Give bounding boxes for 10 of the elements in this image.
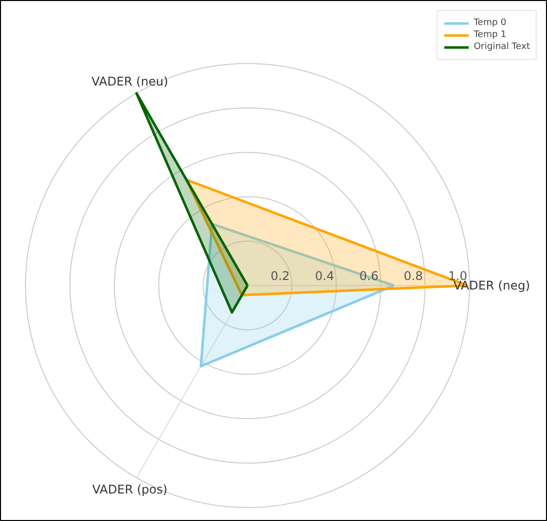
y-tick-label: 0.2 bbox=[270, 268, 290, 283]
legend-label: Temp 1 bbox=[474, 29, 506, 41]
legend-label: Original Text bbox=[474, 41, 530, 53]
spoke-label: VADER (neg) bbox=[453, 278, 530, 292]
legend-label: Temp 0 bbox=[474, 17, 506, 29]
spoke-label: VADER (pos) bbox=[92, 482, 168, 496]
spoke-label: VADER (neu) bbox=[92, 74, 168, 89]
y-tick-label: 0.8 bbox=[404, 268, 423, 283]
y-tick-label: 0.6 bbox=[359, 268, 378, 283]
y-tick-label: 0.4 bbox=[314, 268, 334, 283]
